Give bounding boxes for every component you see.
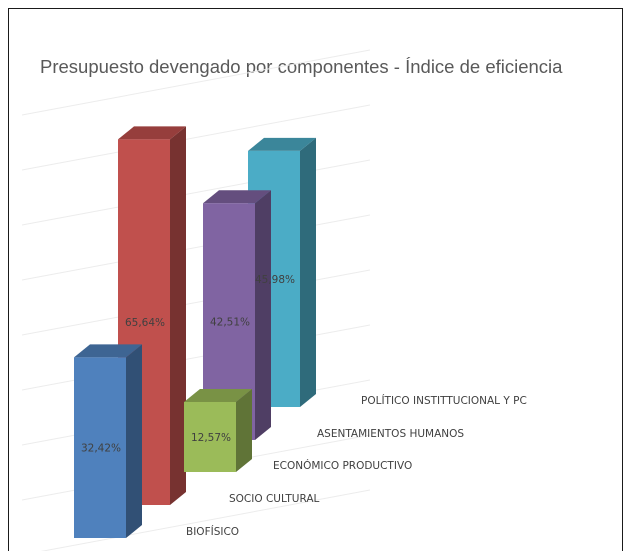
bar-side — [300, 137, 316, 407]
category-label: ECONÓMICO PRODUCTIVO — [273, 459, 412, 472]
category-label: BIOFÍSICO — [186, 525, 239, 538]
bar-top — [74, 344, 142, 358]
bar-side — [126, 344, 142, 538]
data-label: 32,42% — [81, 443, 121, 455]
gridline — [21, 159, 371, 226]
bar-1 — [74, 344, 142, 538]
bar-top — [203, 190, 271, 204]
bar-top — [248, 137, 316, 151]
gridline — [21, 214, 371, 281]
bar-top — [184, 388, 252, 402]
bar-3 — [184, 388, 252, 472]
data-label: 12,57% — [191, 432, 231, 444]
category-label: POLÍTICO INSTITTUCIONAL Y PC — [361, 394, 527, 407]
gridline — [21, 49, 371, 116]
bar-front — [184, 401, 236, 472]
bar-front — [74, 357, 126, 538]
labels: 32,42% 65,64% 12,57% 42,51% 45,98% BIOFÍSICO S… — [81, 274, 527, 538]
data-label: 42,51% — [210, 317, 250, 329]
bars — [74, 126, 316, 538]
bar-side — [170, 126, 186, 506]
gridline — [40, 489, 371, 551]
bar-side — [255, 190, 271, 440]
category-label: SOCIO CULTURAL — [229, 493, 320, 505]
bar-top — [118, 126, 186, 140]
gridline — [21, 104, 371, 171]
bar-side — [236, 388, 252, 472]
data-label: 45,98% — [255, 274, 295, 286]
category-label: ASENTAMIENTOS HUMANOS — [317, 428, 464, 440]
gridline — [21, 269, 371, 336]
bar-2 — [118, 126, 186, 506]
chart-title: Presupuesto devengado por componentes - … — [40, 56, 563, 77]
data-label: 65,64% — [125, 317, 165, 329]
